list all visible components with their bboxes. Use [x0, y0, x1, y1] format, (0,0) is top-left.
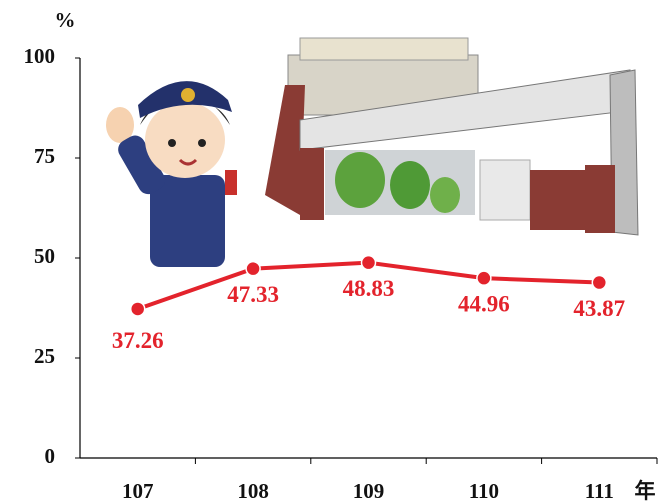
- x-tick-label: 108: [237, 479, 269, 503]
- value-label: 44.96: [458, 291, 510, 316]
- x-tick-label: 109: [353, 479, 385, 503]
- x-tick-label: 110: [469, 479, 499, 503]
- value-label: 47.33: [227, 282, 279, 307]
- data-point: [246, 262, 260, 276]
- data-point: [592, 276, 606, 290]
- value-label: 48.83: [343, 276, 395, 301]
- data-point: [362, 256, 376, 270]
- y-axis-label: %: [55, 8, 76, 32]
- x-tick-label: 111: [585, 479, 614, 503]
- y-tick-label: 0: [45, 444, 56, 468]
- data-point: [477, 271, 491, 285]
- officer-illustration: [106, 81, 237, 267]
- y-tick-label: 75: [34, 144, 55, 168]
- y-tick-label: 25: [34, 344, 55, 368]
- value-label: 43.87: [573, 296, 625, 321]
- chart: % 年 0 25 50 75 100 107 108 109 110 111 37.26 47.33 4…: [0, 0, 663, 504]
- data-point: [131, 302, 145, 316]
- building-illustration: [265, 38, 638, 235]
- x-tick-label: 107: [122, 479, 154, 503]
- value-label: 37.26: [112, 328, 164, 353]
- page: % 年 0 25 50 75 100 107 108 109 110 111 37.26 47.33 4…: [0, 0, 663, 504]
- x-axis-label: 年: [635, 479, 656, 503]
- y-tick-label: 100: [24, 44, 56, 68]
- y-tick-label: 50: [34, 244, 55, 268]
